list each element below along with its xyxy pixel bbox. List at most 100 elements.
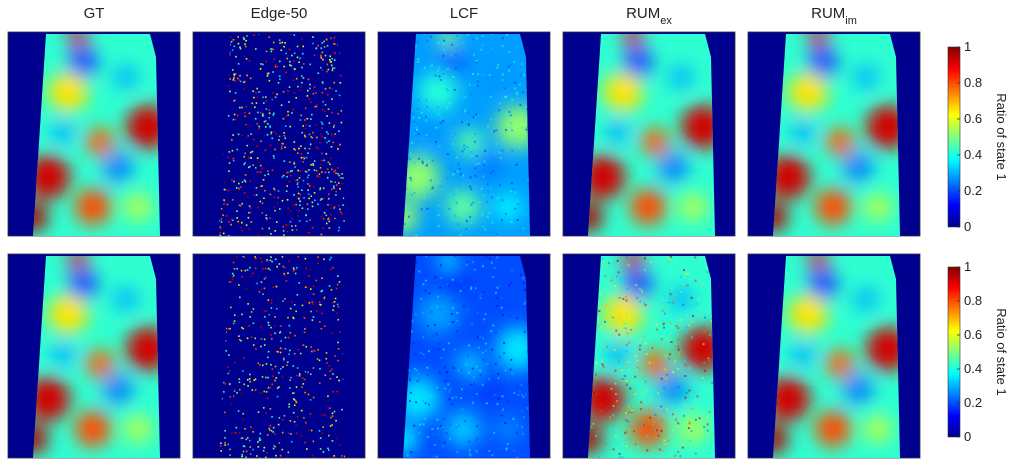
noise-pixel (223, 203, 225, 205)
noise-pixel (503, 342, 505, 344)
field-blob (75, 189, 111, 225)
noise-pixel (505, 113, 507, 115)
noise-pixel (280, 347, 282, 349)
noise-pixel (335, 191, 337, 193)
noise-pixel (432, 133, 434, 135)
noise-pixel (262, 228, 264, 230)
noise-pixel (302, 157, 304, 159)
noise-pixel (652, 356, 654, 358)
noise-pixel (661, 450, 663, 452)
noise-pixel (619, 315, 621, 317)
noise-pixel (246, 58, 248, 60)
field-blob (86, 350, 114, 378)
noise-pixel (299, 177, 301, 179)
noise-pixel (267, 134, 269, 136)
noise-pixel (625, 412, 627, 414)
noise-pixel (240, 48, 242, 50)
noise-pixel (257, 96, 259, 98)
noise-pixel (696, 395, 698, 397)
noise-pixel (236, 149, 238, 151)
noise-pixel (472, 402, 474, 404)
noise-pixel (245, 174, 247, 176)
noise-pixel (340, 210, 342, 212)
noise-pixel (517, 394, 519, 396)
noise-pixel (687, 273, 689, 275)
noise-pixel (263, 197, 265, 199)
noise-pixel (439, 372, 441, 374)
noise-pixel (468, 344, 470, 346)
noise-pixel (459, 323, 461, 325)
noise-pixel (415, 126, 417, 128)
noise-pixel (283, 160, 285, 162)
noise-pixel (278, 386, 280, 388)
noise-pixel (313, 286, 315, 288)
noise-pixel (231, 219, 233, 221)
noise-pixel (305, 127, 307, 129)
noise-pixel (494, 394, 496, 396)
noise-pixel (670, 454, 672, 456)
noise-pixel (339, 144, 341, 146)
noise-pixel (241, 270, 243, 272)
colorbar-tick-label: 0 (964, 219, 971, 234)
noise-pixel (271, 299, 273, 301)
noise-pixel (273, 445, 275, 447)
noise-pixel (286, 364, 288, 366)
noise-pixel (299, 58, 301, 60)
noise-pixel (230, 224, 232, 226)
noise-pixel (304, 134, 306, 136)
noise-pixel (331, 98, 333, 100)
noise-pixel (289, 332, 291, 334)
noise-pixel (340, 75, 342, 77)
image-panel (193, 254, 365, 460)
noise-pixel (446, 107, 448, 109)
noise-pixel (311, 114, 313, 116)
noise-pixel (517, 377, 519, 379)
noise-pixel (666, 409, 668, 411)
noise-pixel (599, 350, 601, 352)
noise-pixel (272, 368, 274, 370)
noise-pixel (265, 412, 267, 414)
noise-pixel (231, 179, 233, 181)
noise-pixel (407, 454, 409, 456)
noise-pixel (440, 277, 442, 279)
noise-pixel (591, 426, 593, 428)
noise-pixel (266, 108, 268, 110)
noise-pixel (686, 392, 688, 394)
noise-pixel (489, 435, 491, 437)
noise-pixel (283, 266, 285, 268)
noise-pixel (453, 300, 455, 302)
noise-pixel (286, 185, 288, 187)
noise-pixel (502, 79, 504, 81)
noise-pixel (602, 266, 604, 268)
noise-pixel (317, 263, 319, 265)
noise-pixel (433, 314, 435, 316)
noise-pixel (462, 175, 464, 177)
noise-pixel (239, 381, 241, 383)
noise-pixel (299, 204, 301, 206)
field-blob (826, 350, 854, 378)
noise-pixel (259, 291, 261, 293)
noise-pixel (286, 115, 288, 117)
noise-pixel (612, 448, 614, 450)
noise-pixel (233, 275, 235, 277)
noise-pixel (305, 371, 307, 373)
noise-pixel (263, 102, 265, 104)
noise-pixel (265, 126, 267, 128)
noise-pixel (661, 430, 663, 432)
field-blob (103, 152, 133, 182)
noise-pixel (522, 96, 524, 98)
noise-pixel (667, 384, 669, 386)
noise-pixel (299, 373, 301, 375)
noise-pixel (475, 287, 477, 289)
noise-pixel (486, 78, 488, 80)
noise-pixel (322, 59, 324, 61)
image-panel (563, 27, 735, 236)
noise-pixel (288, 406, 290, 408)
noise-pixel (645, 304, 647, 306)
noise-pixel (296, 229, 298, 231)
noise-pixel (482, 45, 484, 47)
noise-pixel (514, 208, 516, 210)
noise-pixel (452, 279, 454, 281)
noise-pixel (226, 215, 228, 217)
field-blob (788, 294, 828, 334)
